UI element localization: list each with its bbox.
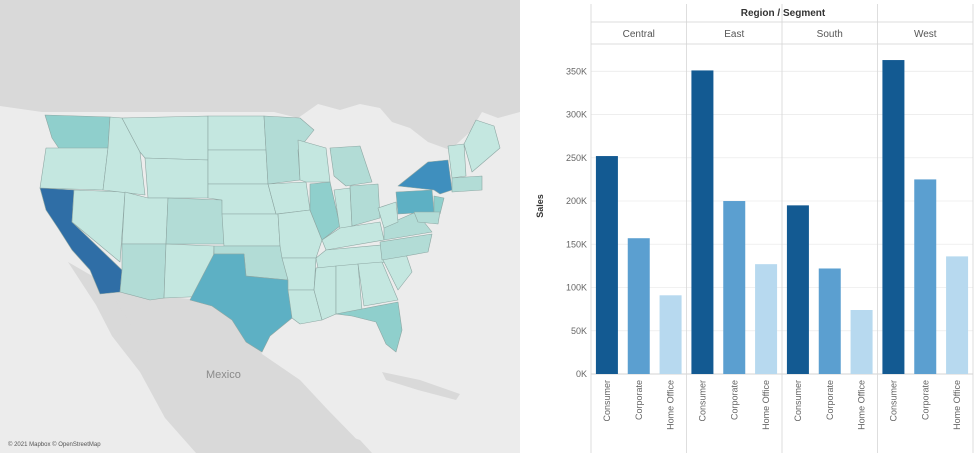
bar-west-corporate[interactable] — [914, 179, 937, 374]
x-tick-label: Corporate — [825, 380, 835, 420]
bar-west-consumer[interactable] — [882, 60, 905, 375]
bar-south-corporate[interactable] — [818, 268, 841, 374]
state-wyoming[interactable] — [144, 157, 209, 199]
y-tick-label: 200K — [566, 196, 587, 206]
canada-landmass — [0, 0, 520, 150]
x-tick-label: Home Office — [761, 380, 771, 430]
state-ohio[interactable] — [349, 183, 381, 227]
state-south-dakota[interactable] — [207, 149, 269, 185]
bar-east-corporate[interactable] — [723, 201, 746, 374]
gridlines — [590, 4, 974, 453]
region-header-central: Central — [623, 29, 655, 40]
bars-layer — [595, 60, 969, 375]
y-tick-label: 0K — [576, 369, 587, 379]
state-north-carolina[interactable] — [379, 233, 433, 261]
state-nevada[interactable] — [71, 189, 126, 263]
state-maine[interactable] — [463, 119, 501, 173]
y-axis: 0K 50K 100K 150K 200K 250K 300K 350K — [566, 66, 587, 379]
map-canvas: Mexico © 2021 Mapbox © OpenStreetMap — [0, 0, 520, 453]
caribbean-land — [300, 420, 372, 453]
state-colorado[interactable] — [165, 197, 225, 245]
state-new-jersey[interactable] — [433, 195, 445, 215]
bar-east-consumer[interactable] — [691, 70, 714, 374]
x-tick-label: Corporate — [920, 380, 930, 420]
x-axis: Consumer Corporate Home Office Consumer Corp… — [602, 380, 962, 430]
mexico-label: Mexico — [206, 369, 241, 381]
region-header-south: South — [817, 29, 843, 40]
state-illinois[interactable] — [309, 181, 341, 241]
state-arizona[interactable] — [119, 243, 167, 301]
cuba-island — [382, 372, 460, 400]
x-tick-label: Corporate — [729, 380, 739, 420]
y-tick-label: 150K — [566, 239, 587, 249]
region-segment-bar-chart: Region / Segment Sales 0K 50K 100K 150K 200K… — [527, 0, 974, 453]
state-texas[interactable] — [189, 253, 293, 353]
state-mississippi[interactable] — [313, 265, 337, 321]
state-pennsylvania[interactable] — [395, 189, 435, 215]
state-georgia[interactable] — [357, 261, 399, 307]
x-tick-label: Consumer — [888, 380, 898, 422]
state-north-dakota[interactable] — [207, 115, 267, 151]
x-tick-label: Corporate — [634, 380, 644, 420]
mexico-landmass — [68, 262, 370, 453]
bar-west-home-office[interactable] — [946, 256, 969, 374]
region-headers: Central East South West — [623, 29, 937, 40]
bar-central-corporate[interactable] — [627, 238, 650, 374]
y-tick-label: 50K — [571, 326, 587, 336]
x-tick-label: Home Office — [857, 380, 867, 430]
baja-peninsula — [104, 292, 162, 384]
y-tick-label: 100K — [566, 283, 587, 293]
state-florida[interactable] — [335, 301, 403, 353]
state-louisiana[interactable] — [287, 289, 323, 325]
us-sales-map[interactable]: Mexico © 2021 Mapbox © OpenStreetMap — [0, 0, 520, 453]
state-utah[interactable] — [121, 191, 169, 245]
y-tick-label: 350K — [566, 66, 587, 76]
state-new-york[interactable] — [397, 159, 453, 195]
state-massachusetts-ct-ri[interactable] — [451, 175, 483, 193]
states-layer — [39, 114, 501, 353]
map-attribution: © 2021 Mapbox © OpenStreetMap — [8, 441, 101, 448]
state-washington[interactable] — [44, 114, 111, 151]
bar-south-home-office[interactable] — [850, 310, 873, 374]
region-header-east: East — [724, 29, 744, 40]
bar-central-home-office[interactable] — [659, 295, 682, 374]
state-maryland-delaware[interactable] — [413, 211, 441, 225]
region-header-west: West — [914, 29, 937, 40]
y-tick-label: 250K — [566, 153, 587, 163]
state-oregon[interactable] — [39, 147, 109, 191]
x-tick-label: Consumer — [697, 380, 707, 422]
chart-title: Region / Segment — [741, 8, 826, 19]
x-tick-label: Home Office — [952, 380, 962, 430]
state-west-virginia[interactable] — [377, 201, 399, 229]
state-vermont-nh[interactable] — [447, 143, 467, 179]
state-kansas[interactable] — [221, 213, 281, 247]
state-kentucky[interactable] — [321, 221, 385, 251]
x-tick-label: Home Office — [666, 380, 676, 430]
y-axis-label: Sales — [535, 194, 545, 218]
state-alabama[interactable] — [335, 263, 363, 315]
x-tick-label: Consumer — [602, 380, 612, 422]
bar-south-consumer[interactable] — [786, 205, 809, 374]
x-tick-label: Consumer — [793, 380, 803, 422]
chart-canvas: Region / Segment Sales 0K 50K 100K 150K 200K… — [535, 4, 974, 453]
bar-central-consumer[interactable] — [595, 156, 618, 374]
y-tick-label: 300K — [566, 110, 587, 120]
state-michigan[interactable] — [329, 145, 373, 187]
bar-east-home-office[interactable] — [755, 264, 778, 374]
state-wisconsin[interactable] — [297, 139, 331, 183]
